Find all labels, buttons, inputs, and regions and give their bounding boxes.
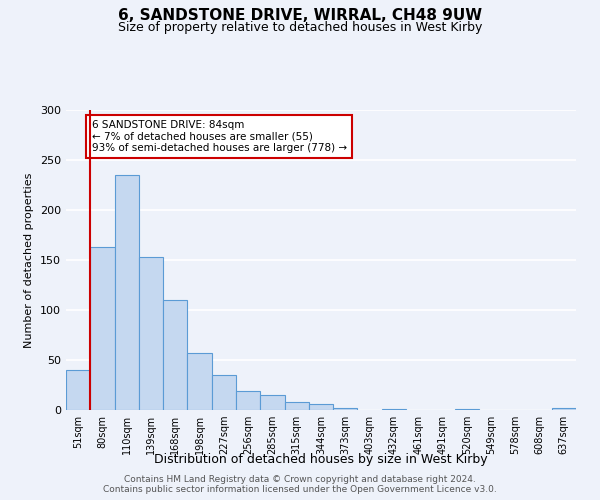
Text: 6, SANDSTONE DRIVE, WIRRAL, CH48 9UW: 6, SANDSTONE DRIVE, WIRRAL, CH48 9UW xyxy=(118,8,482,22)
Bar xyxy=(455,409,479,410)
Bar xyxy=(115,175,139,410)
Text: 6 SANDSTONE DRIVE: 84sqm
← 7% of detached houses are smaller (55)
93% of semi-de: 6 SANDSTONE DRIVE: 84sqm ← 7% of detache… xyxy=(91,120,347,153)
Bar xyxy=(333,408,358,410)
Bar xyxy=(66,370,90,410)
Text: Distribution of detached houses by size in West Kirby: Distribution of detached houses by size … xyxy=(154,452,488,466)
Y-axis label: Number of detached properties: Number of detached properties xyxy=(25,172,34,348)
Bar xyxy=(139,257,163,410)
Bar xyxy=(552,408,576,410)
Bar xyxy=(382,409,406,410)
Text: Contains HM Land Registry data © Crown copyright and database right 2024.
Contai: Contains HM Land Registry data © Crown c… xyxy=(103,474,497,494)
Bar xyxy=(236,391,260,410)
Bar xyxy=(187,353,212,410)
Bar xyxy=(163,300,187,410)
Bar xyxy=(284,402,309,410)
Bar xyxy=(90,247,115,410)
Bar xyxy=(260,395,284,410)
Bar xyxy=(212,375,236,410)
Bar xyxy=(309,404,333,410)
Text: Size of property relative to detached houses in West Kirby: Size of property relative to detached ho… xyxy=(118,21,482,34)
